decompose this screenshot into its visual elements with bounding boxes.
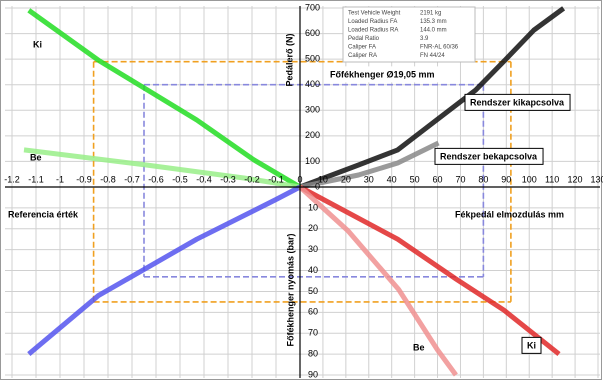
series-label: Be xyxy=(30,152,42,162)
label-box xyxy=(521,336,542,354)
y-tick-label: 10 xyxy=(308,202,318,212)
x-tick-label: 110 xyxy=(545,174,559,184)
y-tick-label: 400 xyxy=(305,79,320,89)
y-tick-label: 40 xyxy=(308,265,318,275)
x-tick-label: -0.4 xyxy=(196,174,212,184)
y-tick-label: 100 xyxy=(305,156,320,166)
y-tick-label: 500 xyxy=(305,54,320,64)
y-tick-label: 70 xyxy=(308,328,318,338)
x-tick-label: 100 xyxy=(522,174,537,184)
x-tick-label: -0.9 xyxy=(76,174,92,184)
info-box xyxy=(342,6,476,63)
x-tick-label: 30 xyxy=(364,174,374,184)
x-tick-label: -1 xyxy=(56,174,64,184)
x-tick-label: 120 xyxy=(568,174,583,184)
x-tick-label: 20 xyxy=(341,174,351,184)
y-tick-label: 80 xyxy=(308,348,318,358)
info-value: 135.3 mm xyxy=(420,19,447,25)
series-line xyxy=(27,8,302,190)
y-tick-label: 30 xyxy=(308,244,318,254)
axis-label: Fékpedál elmozdulás mm xyxy=(455,209,564,219)
series-line xyxy=(299,6,566,190)
info-key: Test Vehicle Weight xyxy=(348,11,401,17)
series-line xyxy=(298,185,458,377)
series-label: Ki xyxy=(527,340,536,350)
info-key: Pedal Ratio xyxy=(348,36,380,42)
x-tick-label: 130 xyxy=(590,174,603,184)
y-tick-label: 20 xyxy=(308,223,318,233)
annotation-box xyxy=(324,66,441,83)
x-tick-label: 0 xyxy=(297,174,302,184)
series-label: Ki xyxy=(33,39,42,49)
x-tick-label: -0.2 xyxy=(244,174,260,184)
y-tick-label: 200 xyxy=(305,130,320,140)
info-value: FN 44/24 xyxy=(420,53,445,59)
x-tick-label: -0.5 xyxy=(172,174,188,184)
x-tick-label: 10 xyxy=(318,174,328,184)
y-tick-label: 60 xyxy=(308,307,318,317)
series-label: Be xyxy=(413,342,425,352)
x-tick-label: -1.1 xyxy=(28,174,44,184)
label-box xyxy=(434,147,544,165)
x-tick-label: -0.8 xyxy=(100,174,116,184)
info-key: Caliper FA xyxy=(348,45,376,51)
y-tick-label: 0 xyxy=(315,181,320,191)
series-label: Rendszer kikapcsolva xyxy=(470,97,565,107)
x-tick-label: -0.3 xyxy=(220,174,236,184)
y-tick-label: 90 xyxy=(308,369,318,379)
x-tick-label: 40 xyxy=(387,174,397,184)
axis-label: Referencia érték xyxy=(8,209,79,219)
info-key: Caliper RA xyxy=(348,53,377,59)
y-tick-label: 700 xyxy=(305,2,320,12)
axis-label: Pedálerő (N) xyxy=(284,33,294,86)
y-tick-label: 600 xyxy=(305,28,320,38)
series-line xyxy=(298,184,561,357)
x-tick-label: -0.6 xyxy=(148,174,164,184)
info-value: 3.9 xyxy=(420,36,429,42)
x-tick-label: 70 xyxy=(455,174,465,184)
annotation: Főfékhenger Ø19,05 mm xyxy=(330,69,435,79)
x-tick-label: 80 xyxy=(478,174,488,184)
x-tick-label: -0.1 xyxy=(268,174,284,184)
axis-label: Főfékhenger nyomás (bar) xyxy=(285,233,295,346)
label-box xyxy=(464,93,571,111)
y-tick-label: 300 xyxy=(305,105,320,115)
info-value: FNR-AL 60/36 xyxy=(420,45,459,51)
info-value: 144.0 mm xyxy=(420,28,447,34)
x-tick-label: 60 xyxy=(433,174,443,184)
y-tick-label: 50 xyxy=(308,286,318,296)
x-tick-label: 90 xyxy=(501,174,511,184)
info-key: Loaded Radius RA xyxy=(348,28,398,34)
x-tick-label: -0.7 xyxy=(124,174,140,184)
info-key: Loaded Radius FA xyxy=(348,19,397,25)
x-tick-label: 50 xyxy=(410,174,420,184)
info-value: 2191 kg xyxy=(420,11,441,17)
x-tick-label: -1.2 xyxy=(4,174,20,184)
series-label: Rendszer bekapcsolva xyxy=(440,151,538,161)
series-line xyxy=(27,184,302,357)
series-line xyxy=(299,140,440,190)
series-line xyxy=(23,147,301,190)
